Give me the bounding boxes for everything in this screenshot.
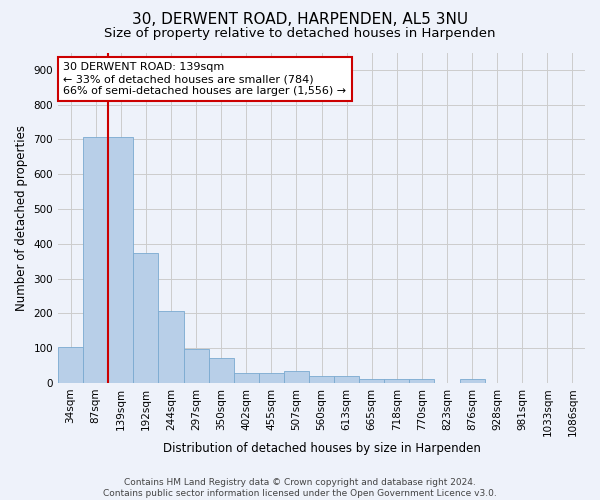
Bar <box>108 137 133 383</box>
Bar <box>284 371 309 383</box>
Text: Contains HM Land Registry data © Crown copyright and database right 2024.
Contai: Contains HM Land Registry data © Crown c… <box>103 478 497 498</box>
Bar <box>409 380 434 383</box>
Bar <box>133 252 158 383</box>
Text: Size of property relative to detached houses in Harpenden: Size of property relative to detached ho… <box>104 28 496 40</box>
Bar <box>309 376 334 383</box>
Text: 30 DERWENT ROAD: 139sqm
← 33% of detached houses are smaller (784)
66% of semi-d: 30 DERWENT ROAD: 139sqm ← 33% of detache… <box>64 62 346 96</box>
Bar <box>83 137 108 383</box>
Bar <box>334 376 359 383</box>
X-axis label: Distribution of detached houses by size in Harpenden: Distribution of detached houses by size … <box>163 442 481 455</box>
Bar <box>184 349 209 383</box>
Bar <box>359 380 384 383</box>
Bar <box>209 358 233 383</box>
Bar <box>384 380 409 383</box>
Bar <box>259 372 284 383</box>
Bar <box>233 372 259 383</box>
Text: 30, DERWENT ROAD, HARPENDEN, AL5 3NU: 30, DERWENT ROAD, HARPENDEN, AL5 3NU <box>132 12 468 28</box>
Bar <box>460 380 485 383</box>
Y-axis label: Number of detached properties: Number of detached properties <box>15 124 28 310</box>
Bar <box>158 311 184 383</box>
Bar <box>58 348 83 383</box>
